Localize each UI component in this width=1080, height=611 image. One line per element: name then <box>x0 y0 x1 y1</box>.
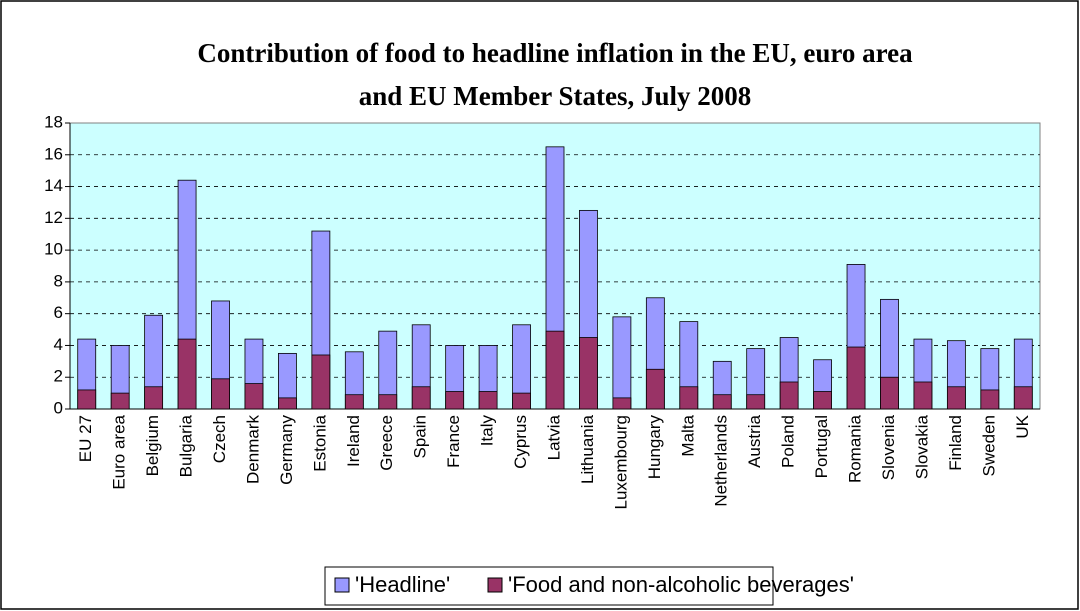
x-tick-label: Bulgaria <box>177 414 196 477</box>
y-tick-label: 2 <box>54 367 63 386</box>
x-tick-label: Austria <box>745 414 764 467</box>
y-tick-label: 8 <box>54 271 63 290</box>
x-tick-label: Spain <box>411 415 430 458</box>
bar <box>813 391 832 410</box>
bar <box>445 391 465 410</box>
bar <box>779 381 799 410</box>
bar <box>512 392 531 410</box>
y-tick-label: 12 <box>44 208 63 227</box>
bar <box>746 394 766 410</box>
bar <box>712 394 732 410</box>
bar <box>244 383 264 410</box>
x-tick-label: Sweden <box>979 415 998 476</box>
bar <box>913 381 933 410</box>
y-tick-label: 4 <box>54 335 63 354</box>
bar <box>880 376 899 410</box>
chart-title: Contribution of food to headline inflati… <box>197 38 913 68</box>
bar <box>1013 386 1033 410</box>
x-tick-label: Ireland <box>344 415 363 467</box>
legend-swatch <box>487 577 503 593</box>
x-tick-label: Poland <box>779 415 798 468</box>
bar <box>278 397 297 410</box>
x-tick-label: Portugal <box>812 415 831 478</box>
bar <box>980 389 1000 410</box>
bar <box>946 386 966 410</box>
bar <box>545 330 565 410</box>
bar <box>679 386 699 410</box>
x-tick-label: Lithuania <box>578 414 597 484</box>
x-tick-label: Belgium <box>143 415 162 476</box>
x-tick-label: Czech <box>210 415 229 463</box>
bar <box>177 338 197 410</box>
bar <box>846 346 866 410</box>
x-tick-label: Latvia <box>544 414 563 460</box>
y-tick-label: 0 <box>54 398 63 417</box>
y-tick-label: 10 <box>44 240 63 259</box>
x-tick-label: Malta <box>678 414 697 456</box>
y-tick-label: 16 <box>44 144 63 163</box>
x-tick-label: Italy <box>478 415 497 447</box>
bar <box>378 394 398 410</box>
x-tick-label: Cyprus <box>511 415 530 469</box>
legend-label: 'Food and non-alcoholic beverages' <box>508 572 854 597</box>
bar <box>344 394 364 410</box>
bar <box>144 386 164 410</box>
legend-swatch <box>334 577 350 593</box>
x-tick-label: Romania <box>846 414 865 483</box>
x-tick-label: Greece <box>377 415 396 471</box>
x-tick-label: Germany <box>277 415 296 485</box>
bar <box>411 386 431 410</box>
x-tick-label: UK <box>1013 414 1032 438</box>
x-tick-label: Denmark <box>243 415 262 484</box>
bar <box>612 397 632 410</box>
x-tick-label: Slovenia <box>879 414 898 480</box>
bar <box>579 337 598 410</box>
x-tick-label: Hungary <box>645 415 664 480</box>
x-tick-label: Slovakia <box>912 414 931 479</box>
chart-title: and EU Member States, July 2008 <box>359 81 752 111</box>
legend-label: 'Headline' <box>355 572 450 597</box>
bar <box>645 368 665 410</box>
bar <box>110 392 130 410</box>
y-tick-label: 6 <box>54 303 63 322</box>
bar <box>311 354 331 410</box>
x-tick-label: France <box>444 415 463 468</box>
bar <box>478 391 498 410</box>
y-tick-label: 14 <box>44 176 63 195</box>
x-tick-label: EU 27 <box>76 415 95 462</box>
x-tick-label: Netherlands <box>712 415 731 507</box>
legend <box>324 566 774 606</box>
y-tick-label: 18 <box>44 112 63 131</box>
x-tick-label: Estonia <box>310 414 329 471</box>
x-tick-label: Luxembourg <box>611 415 630 510</box>
bar <box>211 378 230 410</box>
bar <box>612 316 632 410</box>
x-tick-label: Finland <box>946 415 965 471</box>
x-tick-label: Euro area <box>110 414 129 489</box>
bar <box>77 389 97 410</box>
